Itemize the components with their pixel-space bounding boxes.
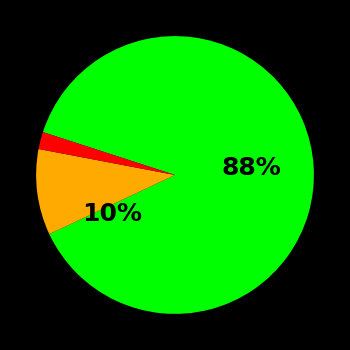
Wedge shape [43,36,314,314]
Text: 10%: 10% [83,202,142,226]
Wedge shape [36,149,175,234]
Wedge shape [38,132,175,175]
Text: 88%: 88% [222,156,281,180]
